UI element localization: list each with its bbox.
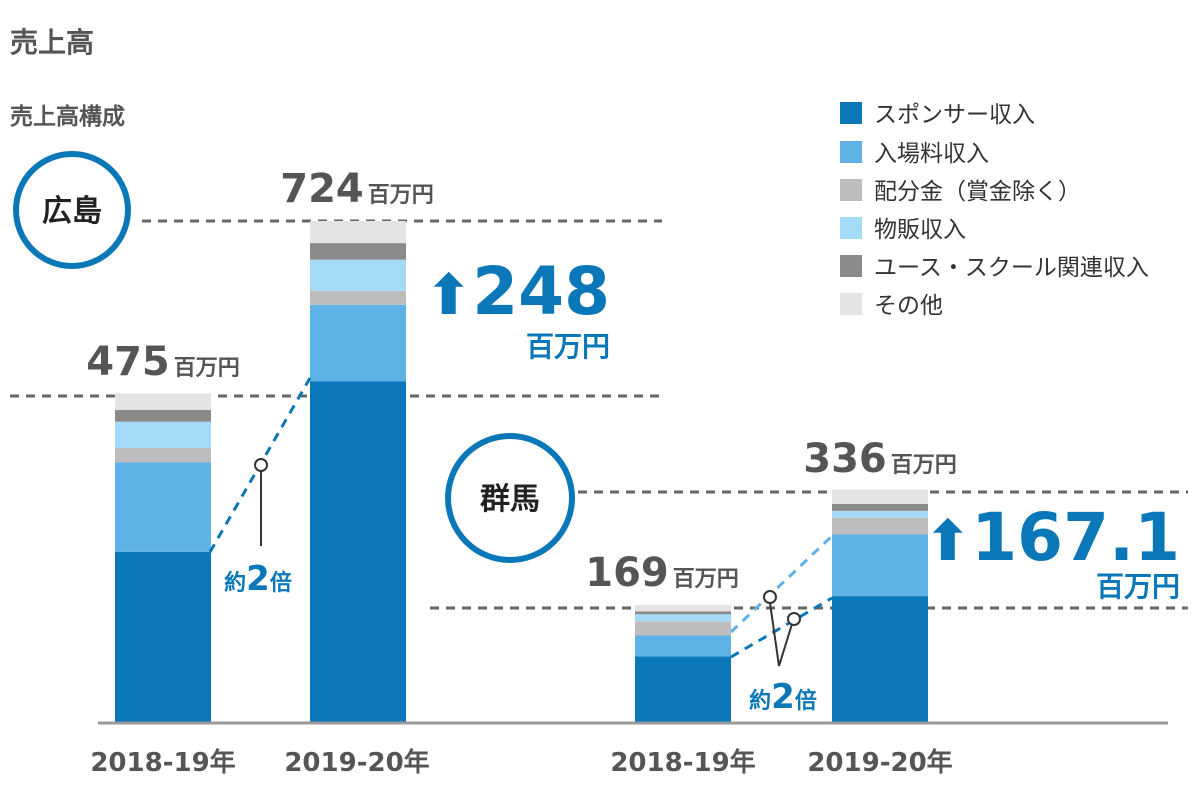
team-name-hiroshima: 広島 xyxy=(42,194,102,229)
bar-segment-hiroshima-2018-19-ticket xyxy=(115,462,211,552)
legend-swatch-other xyxy=(840,293,862,315)
legend: スポンサー収入 入場料収入 配分金（賞金除く） 物販収入 ユース・スクール関連収… xyxy=(840,102,1149,319)
increase-unit-gunma: 百万円 xyxy=(1096,570,1180,603)
x-tick-gunma-2018-19: 2018-19年 xyxy=(610,747,755,778)
legend-label-other: その他 xyxy=(874,293,943,319)
multiplier-label-hiroshima: 約2倍 xyxy=(224,559,292,599)
bar-segment-gunma-2019-20-distribution xyxy=(832,517,928,535)
bar-segment-gunma-2018-19-merch xyxy=(635,614,731,622)
bar-segment-gunma-2019-20-youth xyxy=(832,504,928,511)
bar-segment-hiroshima-2018-19-sponsor xyxy=(115,551,211,722)
legend-label-youth: ユース・スクール関連収入 xyxy=(874,255,1149,281)
increase-value-hiroshima: ⬆248 xyxy=(425,253,610,330)
bar-segment-hiroshima-2018-19-youth xyxy=(115,409,211,422)
bar-segment-hiroshima-2019-20-sponsor xyxy=(310,381,406,722)
legend-swatch-ticket xyxy=(840,141,862,163)
x-tick-gunma-2019-20: 2019-20年 xyxy=(807,747,952,778)
bar-segment-hiroshima-2019-20-merch xyxy=(310,259,406,291)
growth-connector-gunma-sponsor xyxy=(730,596,833,659)
bar-segment-hiroshima-2019-20-other xyxy=(310,221,406,244)
bar-segment-hiroshima-2019-20-ticket xyxy=(310,304,406,382)
bar-segment-gunma-2019-20-merch xyxy=(832,510,928,518)
bar-segment-gunma-2019-20-ticket xyxy=(832,534,928,597)
bar-segment-hiroshima-2018-19-merch xyxy=(115,421,211,448)
legend-label-ticket: 入場料収入 xyxy=(874,141,989,167)
bar-segment-gunma-2019-20-sponsor xyxy=(832,596,928,722)
bar-segment-gunma-2018-19-ticket xyxy=(635,635,731,657)
increase-value-gunma: ⬆167.1 xyxy=(924,499,1180,576)
x-tick-hiroshima-2018-19: 2018-19年 xyxy=(90,747,235,778)
growth-connector-gunma-ticket xyxy=(729,534,834,634)
bar-segment-gunma-2018-19-sponsor xyxy=(635,656,731,722)
team-badge-hiroshima: 広島 xyxy=(13,151,131,269)
increase-unit-hiroshima: 百万円 xyxy=(526,330,610,363)
bar-segment-hiroshima-2019-20-distribution xyxy=(310,290,406,305)
x-tick-hiroshima-2019-20: 2019-20年 xyxy=(284,747,429,778)
bar-segment-gunma-2019-20-other xyxy=(832,489,928,504)
legend-swatch-youth xyxy=(840,255,862,277)
legend-label-merch: 物販収入 xyxy=(874,217,966,243)
bar-segment-gunma-2018-19-distribution xyxy=(635,621,731,636)
legend-label-sponsor: スポンサー収入 xyxy=(874,102,1035,128)
legend-swatch-distribution xyxy=(840,179,862,201)
team-badge-gunma: 群馬 xyxy=(445,433,575,563)
multiplier-callout-pin-hiroshima xyxy=(254,458,268,546)
total-label-hiroshima-2019-20: 724 百万円 xyxy=(280,166,434,212)
legend-label-distribution: 配分金（賞金除く） xyxy=(874,179,1081,205)
multiplier-label-gunma: 約2倍 xyxy=(749,677,817,717)
bar-segment-hiroshima-2019-20-youth xyxy=(310,243,406,260)
chart-subtitle: 売上高構成 xyxy=(10,103,125,130)
legend-swatch-merch xyxy=(840,217,862,239)
total-label-hiroshima-2018-19: 475 百万円 xyxy=(86,339,240,385)
page-title: 売上高 xyxy=(10,26,94,59)
bars-layer xyxy=(115,221,928,722)
bar-segment-gunma-2018-19-other xyxy=(635,605,731,612)
team-name-gunma: 群馬 xyxy=(480,482,540,517)
legend-swatch-sponsor xyxy=(840,102,862,124)
bar-segment-hiroshima-2018-19-distribution xyxy=(115,448,211,463)
multiplier-callout-pin-gunma xyxy=(763,590,801,667)
total-label-gunma-2019-20: 336 百万円 xyxy=(803,436,957,482)
total-label-gunma-2018-19: 169 百万円 xyxy=(585,550,739,596)
bar-segment-gunma-2018-19-youth xyxy=(635,611,731,615)
bar-segment-hiroshima-2018-19-other xyxy=(115,393,211,410)
